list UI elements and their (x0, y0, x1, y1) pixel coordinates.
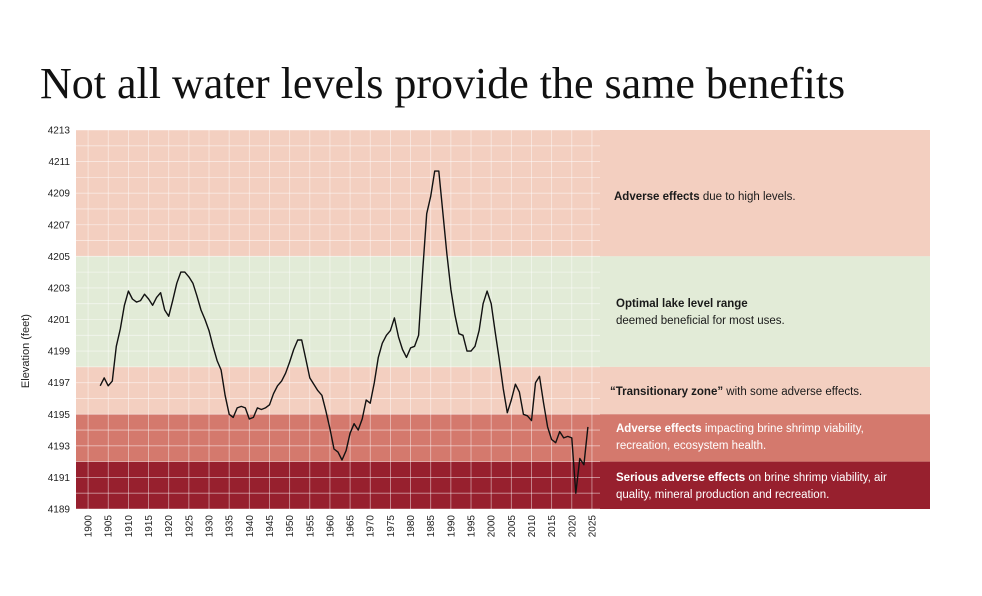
zone-label-bold: Serious adverse effects (616, 472, 746, 484)
x-tick-label: 2025 (587, 515, 598, 538)
x-tick-label: 1900 (84, 515, 95, 538)
x-tick-label: 1915 (144, 515, 155, 538)
x-tick-label: 1990 (446, 515, 457, 538)
x-tick-label: 1910 (124, 515, 135, 538)
x-tick-label: 1955 (305, 515, 316, 538)
x-tick-label: 1975 (386, 515, 397, 538)
x-tick-label: 1980 (406, 515, 417, 538)
y-tick-label: 4211 (48, 157, 70, 168)
zone-label-text: impacting brine shrimp viability, recrea… (616, 423, 864, 452)
zone-label-text: with some adverse effects. (723, 386, 863, 398)
zone-label-high: Adverse effects due to high levels. (614, 189, 914, 206)
x-tick-label: 1905 (104, 515, 115, 538)
x-tick-label: 1920 (164, 515, 175, 538)
x-tick-label: 1965 (346, 515, 357, 538)
zone-label-transitional: “Transitionary zone” with some adverse e… (610, 384, 910, 401)
zone-label-adverse-low: Adverse effects impacting brine shrimp v… (616, 421, 906, 455)
x-tick-label: 1995 (467, 515, 478, 538)
zone-label-bold: Adverse effects (614, 191, 700, 203)
zone-band-adverse-low (76, 414, 930, 462)
y-tick-label: 4195 (48, 410, 71, 421)
x-tick-label: 2015 (547, 515, 558, 538)
y-tick-label: 4199 (48, 347, 71, 358)
zone-label-optimal: Optimal lake level range deemed beneficia… (616, 296, 916, 330)
x-tick-label: 1950 (285, 515, 296, 538)
y-tick-label: 4193 (48, 441, 71, 452)
y-tick-label: 4203 (48, 283, 71, 294)
x-tick-label: 1945 (265, 515, 276, 538)
zone-label-bold: Optimal lake level range (616, 298, 748, 310)
zone-label-serious: Serious adverse effects on brine shrimp … (616, 470, 906, 504)
y-tick-label: 4213 (48, 126, 71, 137)
series-line (99, 170, 589, 494)
x-tick-label: 2000 (487, 515, 498, 538)
page-title: Not all water levels provide the same be… (40, 59, 846, 108)
x-tick-label: 2010 (527, 515, 538, 538)
zone-label-text: due to high levels. (699, 191, 796, 203)
x-tick-label: 1935 (225, 515, 236, 538)
x-tick-label: 1930 (205, 515, 216, 538)
y-tick-label: 4201 (48, 315, 71, 326)
zone-label-text: on brine shrimp viability, air quality, … (616, 472, 887, 501)
y-tick-label: 4209 (48, 189, 71, 200)
x-tick-label: 2020 (567, 515, 578, 538)
x-tick-label: 2005 (507, 515, 518, 538)
x-tick-label: 1940 (245, 515, 256, 538)
y-tick-label: 4189 (48, 505, 71, 516)
x-tick-label: 1925 (184, 515, 195, 538)
y-axis-label: Elevation (feet) (20, 314, 32, 388)
zone-label-text: deemed beneficial for most uses. (616, 315, 785, 327)
y-tick-label: 4205 (48, 252, 71, 263)
series-layer (99, 170, 589, 494)
y-tick-labels: 4189 4191 4193 4195 4197 4199 4201 4203 4205 4207… (48, 126, 71, 516)
x-tick-labels: 1900 1905 1910 1915 1920 1925 1930 1935 1940 1945… (84, 515, 599, 538)
x-tick-label: 1985 (426, 515, 437, 538)
y-tick-label: 4207 (48, 220, 71, 231)
zone-label-bold: Adverse effects (616, 423, 702, 435)
x-tick-label: 1970 (366, 515, 377, 538)
zone-band-optimal (76, 256, 930, 367)
zone-band-serious (76, 461, 930, 509)
zone-label-bold: “Transitionary zone” (610, 386, 724, 398)
y-tick-label: 4191 (48, 473, 71, 484)
y-tick-label: 4197 (48, 378, 71, 389)
x-tick-label: 1960 (325, 515, 336, 538)
